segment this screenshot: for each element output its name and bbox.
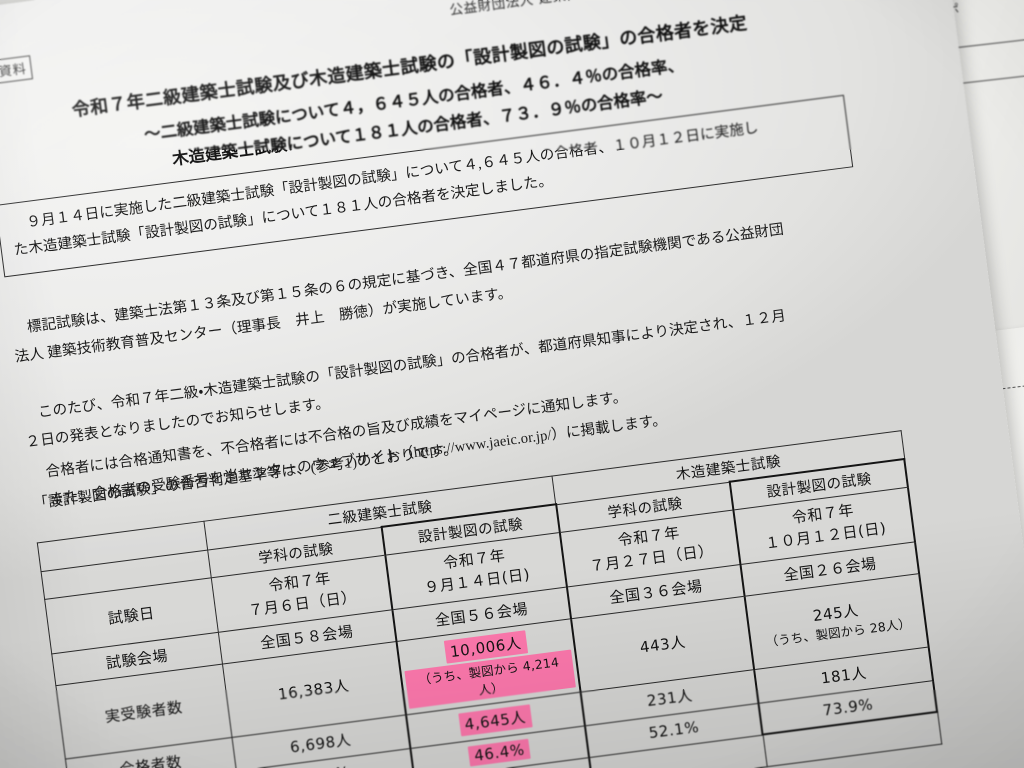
highlight-goukakusha-count: 4,645人 [458,703,533,736]
public-material-tag: 公表資料 [0,55,34,88]
highlight-goukakuritsu: 46.4% [468,738,531,767]
